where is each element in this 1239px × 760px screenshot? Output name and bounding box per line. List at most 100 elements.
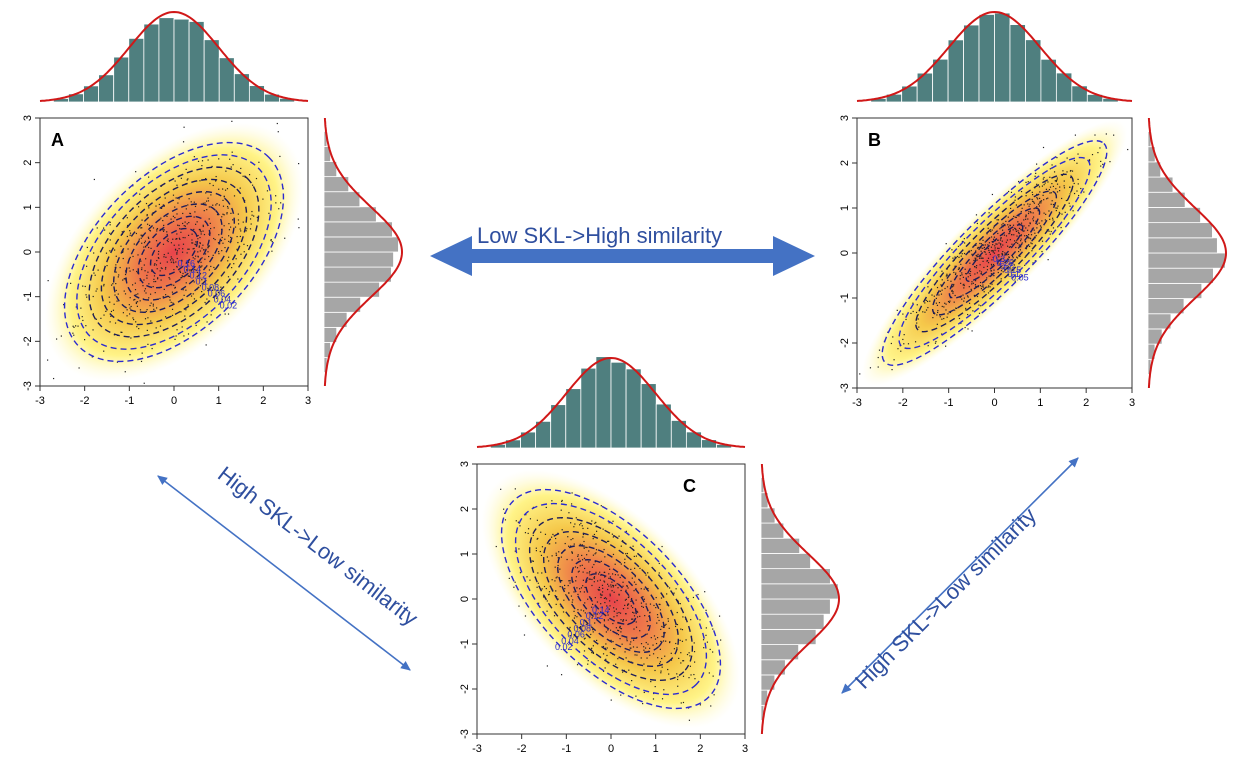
scatter-point: [212, 289, 214, 291]
scatter-point: [975, 285, 977, 288]
scatter-point: [162, 296, 164, 298]
scatter-point: [568, 512, 570, 514]
scatter-point: [1033, 202, 1036, 204]
scatter-point: [138, 238, 140, 240]
scatter-point: [141, 268, 143, 271]
y-tick-label: -1: [22, 292, 34, 302]
scatter-point: [222, 188, 224, 190]
scatter-point: [974, 284, 977, 286]
scatter-point: [175, 335, 177, 337]
scatter-point: [569, 626, 571, 629]
scatter-point: [708, 672, 710, 674]
scatter-point: [620, 619, 622, 621]
scatter-point: [1025, 218, 1027, 220]
scatter-point: [577, 571, 579, 573]
scatter-point: [896, 309, 898, 311]
scatter-point: [243, 251, 245, 253]
scatter-point: [966, 295, 969, 297]
scatter-point: [201, 160, 204, 162]
scatter-point: [631, 597, 633, 600]
scatter-point: [642, 702, 644, 705]
scatter-point: [679, 603, 681, 605]
scatter-point: [163, 288, 165, 290]
contour-line: [931, 190, 1058, 316]
scatter-point: [529, 579, 531, 581]
scatter-point: [1028, 211, 1030, 213]
scatter-point: [599, 593, 602, 595]
scatter-point: [176, 250, 178, 252]
y-tick-label: 1: [459, 551, 471, 557]
scatter-point: [112, 309, 115, 311]
scatter-point: [693, 661, 696, 663]
scatter-point: [115, 255, 117, 257]
scatter-point: [1000, 243, 1002, 245]
scatter-point: [185, 289, 187, 291]
scatter-point: [705, 609, 707, 611]
scatter-point: [159, 262, 162, 264]
scatter-point: [200, 261, 202, 263]
scatter-point: [237, 223, 240, 225]
scatter-point: [642, 596, 644, 598]
scatter-point: [157, 253, 160, 255]
scatter-point: [207, 159, 209, 161]
scatter-point: [172, 302, 174, 304]
histogram-bar: [610, 361, 627, 449]
scatter-point: [1043, 184, 1045, 186]
scatter-point: [990, 263, 993, 266]
scatter-point: [518, 605, 520, 607]
contour-label: 0.08: [202, 283, 220, 293]
scatter-point: [127, 224, 129, 227]
scatter-point: [586, 546, 588, 549]
scatter-point: [128, 304, 130, 306]
scatter-point: [153, 275, 156, 277]
scatter-point: [609, 568, 611, 570]
scatter-point: [178, 224, 180, 227]
scatter-point: [184, 315, 186, 317]
scatter-point: [1045, 188, 1048, 190]
scatter-point: [160, 267, 162, 269]
scatter-point: [604, 576, 606, 578]
scatter-point: [126, 315, 128, 317]
density-curve: [760, 463, 841, 735]
scatter-point: [978, 312, 981, 314]
scatter-point: [551, 579, 553, 581]
scatter-point: [184, 225, 186, 227]
scatter-point: [171, 257, 173, 260]
scatter-point: [635, 583, 637, 586]
scatter-point: [1015, 242, 1017, 244]
scatter-point: [658, 603, 660, 605]
scatter-point: [137, 206, 140, 208]
scatter-point: [995, 257, 998, 259]
scatter-point: [548, 543, 550, 545]
scatter-point: [682, 701, 685, 704]
scatter-point: [205, 192, 207, 194]
scatter-point: [987, 262, 990, 264]
scatter-point: [644, 615, 646, 617]
scatter-point: [1025, 181, 1027, 184]
scatter-point: [275, 195, 277, 197]
scatter-point: [640, 643, 643, 645]
scatter-point: [544, 533, 547, 535]
scatter-point: [574, 615, 576, 617]
scatter-point: [148, 207, 150, 209]
scatter-point: [613, 591, 615, 593]
scatter-point: [968, 251, 971, 253]
scatter-point: [148, 237, 150, 239]
scatter-point: [1007, 216, 1009, 218]
contour-line: [557, 545, 665, 653]
scatter-point: [194, 258, 196, 260]
scatter-point: [1021, 242, 1023, 244]
scatter-point: [532, 560, 535, 562]
scatter-point: [1063, 187, 1066, 189]
scatter-point: [571, 559, 573, 561]
scatter-point: [967, 276, 969, 278]
panel-letter: C: [683, 476, 696, 496]
scatter-point: [157, 277, 159, 279]
scatter-point: [570, 545, 572, 547]
scatter-point: [182, 236, 184, 239]
scatter-point: [1027, 203, 1029, 205]
scatter-point: [195, 324, 197, 327]
contour-label: 0.14: [184, 265, 202, 275]
scatter-point: [172, 259, 174, 261]
scatter-point: [1023, 204, 1025, 206]
